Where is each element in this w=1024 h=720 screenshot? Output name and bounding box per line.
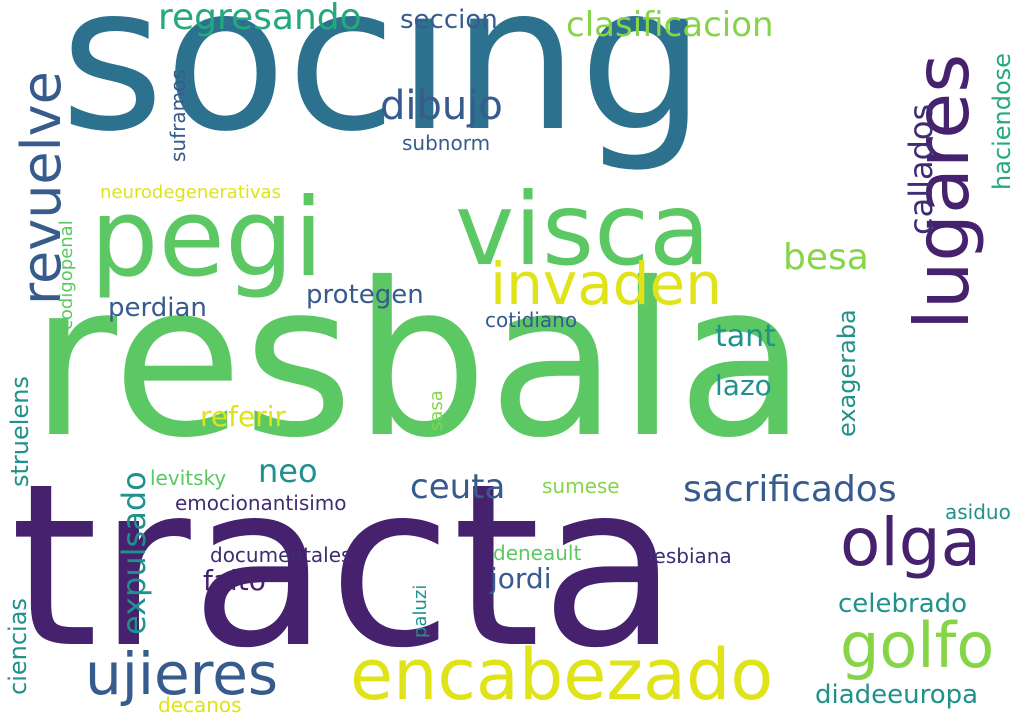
cloud-word: subnorm [402, 131, 491, 155]
cloud-word: ciencias [4, 598, 32, 695]
cloud-word: cotidiano [485, 308, 578, 332]
cloud-word: neo [258, 452, 318, 490]
cloud-word: expulsado [115, 471, 153, 635]
cloud-word: emocionantisimo [175, 491, 347, 515]
cloud-word: diadeeuropa [815, 680, 979, 710]
cloud-word: seccion [400, 5, 498, 35]
cloud-word: falto [203, 564, 266, 597]
cloud-word: pegi [90, 176, 324, 301]
cloud-word: protegen [306, 280, 424, 310]
cloud-word: regresando [158, 0, 362, 38]
cloud-word: tant [715, 319, 776, 354]
cloud-word: decanos [158, 693, 242, 717]
cloud-word: celebrado [838, 589, 968, 619]
cloud-word: asiduo [945, 500, 1011, 524]
cloud-word: golfo [840, 609, 995, 682]
cloud-word: encabezado [350, 634, 774, 716]
cloud-word: jordi [490, 562, 552, 595]
cloud-word: ceuta [410, 467, 506, 507]
cloud-word: sumese [542, 474, 620, 498]
cloud-word: lesbiana [648, 544, 732, 568]
cloud-word: tracta [10, 436, 679, 698]
cloud-word: documentales [210, 543, 352, 567]
cloud-word: besa [783, 237, 869, 278]
cloud-word: olga [840, 504, 982, 581]
cloud-word: perdian [108, 293, 207, 323]
cloud-word: dibujo [380, 83, 503, 129]
cloud-word: levitsky [150, 466, 227, 490]
cloud-word: ujieres [85, 640, 279, 708]
cloud-word: sacrificados [683, 469, 897, 510]
cloud-word: lazo [715, 369, 772, 402]
cloud-word: neurodegenerativas [100, 182, 281, 203]
cloud-word: haciendose [988, 53, 1016, 190]
cloud-word: struelens [6, 376, 34, 487]
cloud-word: suframos [166, 69, 190, 162]
cloud-word: callados [902, 103, 940, 235]
cloud-word: referir [200, 400, 287, 433]
cloud-word: clasificacion [566, 5, 774, 45]
cloud-word: invaden [490, 250, 722, 318]
cloud-word: exageraba [833, 309, 861, 437]
cloud-word: paluzi [410, 584, 431, 638]
cloud-word: codigopenal [56, 220, 77, 330]
cloud-word: resbala [30, 237, 807, 484]
cloud-word: deneault [493, 541, 582, 565]
cloud-word: socing [60, 0, 706, 176]
cloud-word: visca [455, 171, 711, 288]
cloud-word: sasa [426, 390, 447, 431]
